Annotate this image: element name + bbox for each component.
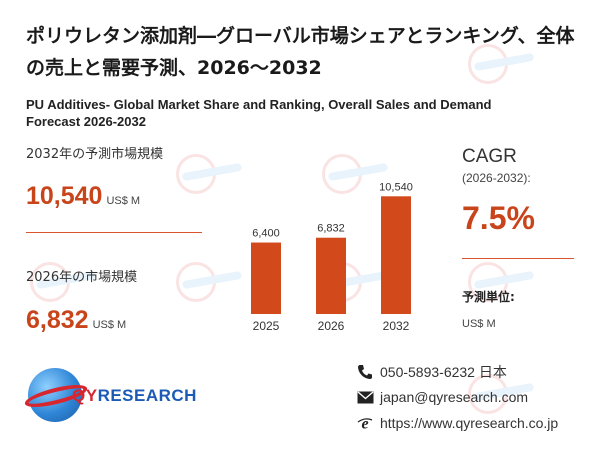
mail-icon xyxy=(356,388,374,406)
cagr-value: 7.5% xyxy=(462,200,535,236)
value-label-2026: 6,832 xyxy=(317,223,345,235)
logo-q: QY xyxy=(72,386,98,405)
value-label-2025: 6,400 xyxy=(252,228,280,240)
contact-email[interactable]: japan@qyresearch.com xyxy=(356,388,528,406)
forecast-2032-label: 2032年の予測市場規模 xyxy=(26,147,164,162)
market-2026-unit: US$ M xyxy=(92,319,127,331)
phone-text: 050-5893-6232 日本 xyxy=(380,364,507,380)
cagr-title: CAGR xyxy=(462,146,517,167)
market-2026-label: 2026年の市場規模 xyxy=(26,270,138,285)
category-label-2032: 2032 xyxy=(383,319,410,333)
divider xyxy=(462,258,574,259)
contact-phone: 050-5893-6232 日本 xyxy=(356,362,507,382)
phone-icon xyxy=(356,363,374,381)
web-link[interactable]: https://www.qyresearch.co.jp xyxy=(380,415,559,431)
bar-2026 xyxy=(316,237,346,314)
divider xyxy=(26,232,202,233)
forecast-2032-value-row: 10,540 US$ M xyxy=(26,182,140,211)
logo-rest: RESEARCH xyxy=(97,386,197,405)
page-title-jp: ポリウレタン添加剤―グローバル市場シェアとランキング、全体の売上と需要予測、20… xyxy=(26,25,575,79)
bar-2032 xyxy=(381,196,411,314)
contact-web[interactable]: e https://www.qyresearch.co.jp xyxy=(356,414,558,432)
globe-icon xyxy=(28,368,82,422)
svg-text:e: e xyxy=(361,416,368,432)
page-title-en: PU Additives- Global Market Share and Ra… xyxy=(26,97,492,129)
category-label-2026: 2026 xyxy=(318,319,345,333)
value-label-2032: 10,540 xyxy=(379,181,413,193)
forecast-unit-label: 予測単位: xyxy=(462,290,515,304)
logo-wordmark: QYRESEARCH xyxy=(72,386,197,406)
bar-chart: 6,400 2025 6,832 2026 10,540 2032 xyxy=(251,181,413,333)
forecast-2032-unit: US$ M xyxy=(106,195,141,207)
market-2026-value: 6,832 xyxy=(26,306,89,334)
category-label-2025: 2025 xyxy=(253,319,280,333)
browser-icon: e xyxy=(356,414,374,432)
market-2026-value-row: 6,832 US$ M xyxy=(26,306,126,335)
cagr-period: (2026-2032): xyxy=(462,171,531,185)
bar-2025 xyxy=(251,242,281,314)
forecast-unit-value: US$ M xyxy=(462,318,496,330)
qyresearch-logo: QYRESEARCH xyxy=(23,368,196,424)
forecast-2032-value: 10,540 xyxy=(26,182,103,210)
email-link[interactable]: japan@qyresearch.com xyxy=(380,389,529,405)
